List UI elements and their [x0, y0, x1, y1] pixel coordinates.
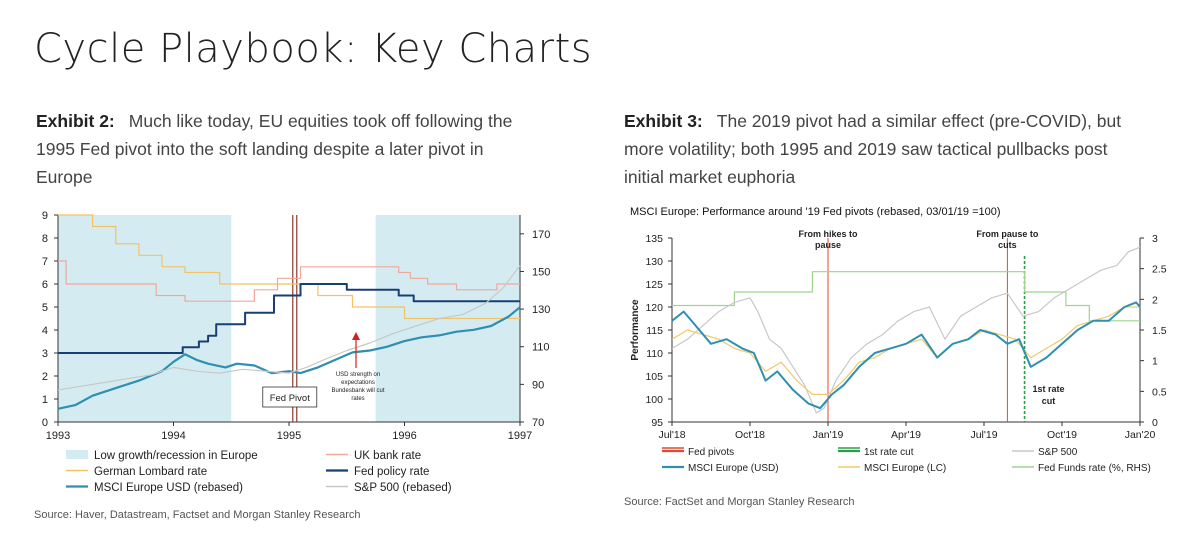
right-tick-label: 1 — [1152, 356, 1158, 368]
left-tick-label: 7 — [42, 256, 48, 268]
left-tick-label: 4 — [42, 325, 48, 337]
series-ffr — [672, 271, 1140, 322]
exhibit2-text-3: Europe — [36, 167, 93, 187]
left-tick-label: 115 — [646, 325, 663, 337]
x-tick-label: Oct'18 — [735, 429, 765, 441]
exhibit3-text-1: The 2019 pivot had a similar effect (pre… — [716, 111, 1122, 131]
exhibit2-caption: Exhibit 2: Much like today, EU equities t… — [36, 107, 576, 191]
legend-label-uk_bank: UK bank rate — [354, 450, 421, 462]
exhibit3-chart: 95 100 105 110 115 120 125 130 135 0 0.5 1 1.5 2 2.5 3 J… — [630, 229, 1167, 474]
series-uk_bank — [58, 260, 520, 302]
exhibit2-text-1: Much like today, EU equities took off fo… — [128, 111, 513, 131]
left-tick-label: 130 — [645, 256, 663, 268]
right-tick-label: 0.5 — [1152, 386, 1167, 398]
x-tick-label: 1995 — [277, 430, 301, 442]
right-tick-label: 170 — [532, 229, 550, 241]
fed-pivot-label: Fed Pivot — [270, 393, 310, 404]
exhibit3-text-3: initial market euphoria — [624, 167, 796, 187]
x-tick-label: 1996 — [392, 430, 416, 442]
legend-label-fed_pivots2: Fed pivots — [688, 447, 734, 458]
legend-label-msci_lc: MSCI Europe (LC) — [864, 463, 946, 474]
exhibit3-text-2: more volatility; both 1995 and 2019 saw … — [624, 139, 1108, 159]
series-sp500 — [57, 265, 521, 391]
usd-note-arrowhead — [352, 332, 360, 340]
legend-label-sp500: S&P 500 (rebased) — [354, 482, 452, 494]
annotation-hikes: From hikes to — [798, 229, 858, 239]
right-tick-label: 70 — [532, 417, 544, 429]
annotation-first-cut: cut — [1042, 396, 1056, 406]
x-tick-label: Jul'19 — [970, 429, 997, 441]
right-tick-label: 0 — [1152, 417, 1158, 429]
legend-label-msci_usd: MSCI Europe USD (rebased) — [94, 482, 243, 494]
x-tick-label: Apr'19 — [891, 429, 921, 441]
left-tick-label: 6 — [42, 279, 48, 291]
exhibit2-text-2: 1995 Fed pivot into the soft landing des… — [36, 139, 484, 159]
fed-pivot-box — [262, 386, 318, 408]
page-title: Cycle Playbook: Key Charts — [34, 26, 593, 72]
right-tick-label: 3 — [1152, 233, 1158, 245]
left-tick-label: 100 — [645, 394, 663, 406]
exhibit2-label: Exhibit 2: — [36, 111, 115, 131]
x-tick-label: 1993 — [46, 430, 70, 442]
legend-label-first_cut: 1st rate cut — [864, 447, 914, 458]
legend-label-shade: Low growth/recession in Europe — [94, 450, 258, 462]
annotation-cuts: From pause to — [976, 229, 1039, 239]
usd-note-text: rates — [351, 396, 364, 402]
exhibit3-source: Source: FactSet and Morgan Stanley Resea… — [624, 496, 855, 508]
series-msci_usd — [671, 301, 1141, 410]
left-tick-label: 110 — [646, 348, 663, 360]
right-tick-label: 2 — [1152, 294, 1158, 306]
exhibit2-source: Source: Haver, Datastream, Factset and M… — [34, 509, 361, 521]
legend-label-msci_usd: MSCI Europe (USD) — [688, 463, 779, 474]
legend-swatch-shade — [66, 450, 88, 459]
left-tick-label: 95 — [651, 417, 663, 429]
series-german_lombard — [58, 214, 520, 320]
annotation-first-cut: 1st rate — [1033, 384, 1065, 394]
shaded-period-0 — [58, 215, 232, 422]
exhibit3-caption: Exhibit 3: The 2019 pivot had a similar e… — [624, 107, 1184, 191]
annotation-cuts: cuts — [998, 240, 1017, 250]
right-tick-label: 1.5 — [1152, 325, 1167, 337]
left-tick-label: 105 — [645, 371, 663, 383]
x-tick-label: 1994 — [161, 430, 185, 442]
series-msci_lc — [671, 306, 1140, 395]
left-tick-label: 9 — [42, 210, 48, 222]
x-tick-label: 1997 — [508, 430, 532, 442]
usd-note-text: expectations — [341, 380, 375, 386]
left-tick-label: 2 — [42, 371, 48, 383]
left-tick-label: 5 — [42, 302, 48, 314]
left-tick-label: 1 — [42, 394, 48, 406]
left-tick-label: 0 — [42, 417, 48, 429]
x-tick-label: Jan'20 — [1125, 429, 1156, 441]
legend-label-ffr: Fed Funds rate (%, RHS) — [1038, 463, 1151, 474]
right-tick-label: 110 — [532, 342, 550, 354]
exhibit2-chart: 0 1 2 3 4 5 6 7 8 9 70 90 110 130 150 170 1993 1994 1995 19… — [42, 210, 550, 494]
left-tick-label: 3 — [42, 348, 48, 360]
right-tick-label: 90 — [532, 379, 544, 391]
legend-label-german_lombard: German Lombard rate — [94, 466, 207, 478]
series-fed_policy — [58, 283, 520, 354]
left-tick-label: 135 — [645, 233, 663, 245]
legend-label-fed_policy: Fed policy rate — [354, 466, 429, 478]
right-tick-label: 150 — [532, 266, 550, 278]
left-tick-label: 120 — [645, 302, 663, 314]
usd-note-text: Bundesbank will cut — [331, 388, 384, 394]
series-sp500 — [671, 246, 1141, 414]
right-tick-label: 130 — [532, 304, 550, 316]
x-tick-label: Oct'19 — [1047, 429, 1077, 441]
exhibit3-chart-title: MSCI Europe: Performance around '19 Fed … — [630, 206, 1001, 218]
usd-note-text: USD strength on — [336, 372, 380, 378]
x-tick-label: Jan'19 — [813, 429, 844, 441]
x-tick-label: Jul'18 — [658, 429, 685, 441]
legend-label-sp500: S&P 500 — [1038, 447, 1078, 458]
annotation-hikes: pause — [815, 240, 841, 250]
right-tick-label: 2.5 — [1152, 264, 1167, 276]
left-tick-label: 125 — [645, 279, 663, 291]
exhibit3-label: Exhibit 3: — [624, 111, 703, 131]
left-tick-label: 8 — [42, 233, 48, 245]
y-axis-label: Performance — [630, 299, 641, 361]
